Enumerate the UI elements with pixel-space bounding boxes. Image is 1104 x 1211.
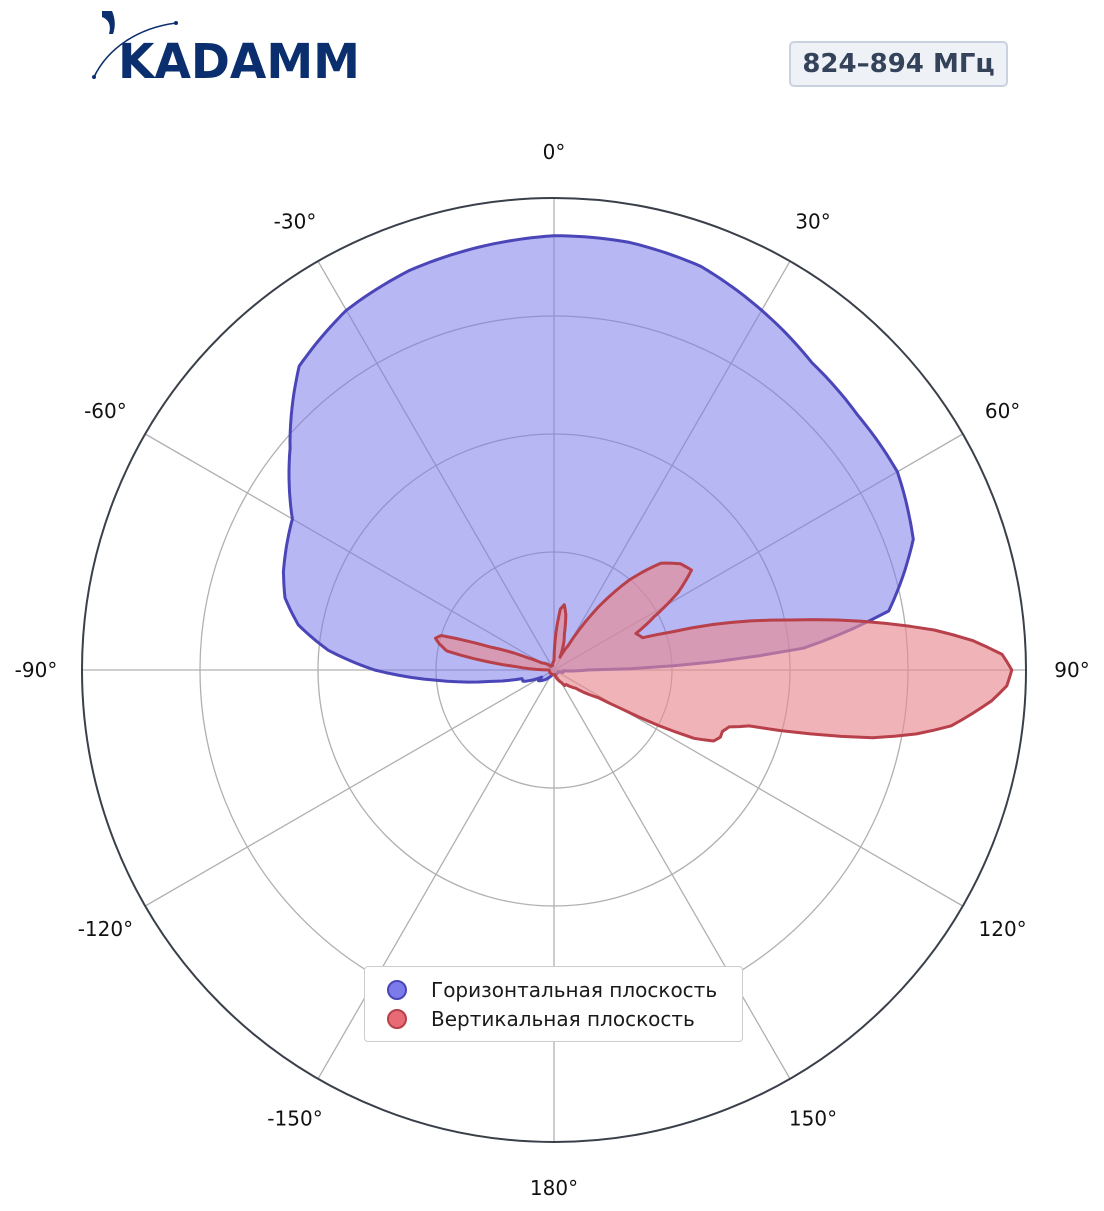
angle-tick-label: 180°	[530, 1176, 578, 1200]
angle-tick-label: 150°	[789, 1107, 837, 1131]
legend: Горизонтальная плоскость Вертикальная пл…	[364, 966, 743, 1042]
frequency-badge: 824–894 МГц	[789, 41, 1008, 87]
angle-tick-label: 60°	[985, 399, 1020, 423]
outer-ring	[81, 197, 1027, 1143]
angle-tick-label: -120°	[78, 917, 133, 941]
legend-marker-vertical	[387, 1009, 407, 1029]
logo-text: KADAMM	[118, 34, 360, 88]
grid-spoke	[317, 669, 555, 1080]
angle-tick-label: 120°	[979, 917, 1027, 941]
series-layer	[281, 234, 1014, 743]
grid-spoke	[553, 669, 791, 1080]
angle-tick-label: -90°	[15, 658, 58, 682]
angle-tick-label: 30°	[795, 209, 830, 233]
legend-item-horizontal: Горизонтальная плоскость	[387, 978, 717, 1002]
series-vertical-plane	[434, 561, 1014, 743]
angle-tick-label: -150°	[267, 1107, 322, 1131]
logo-swoosh	[93, 22, 177, 78]
angle-tick-label: 0°	[543, 140, 566, 164]
angle-tick-label: -60°	[84, 399, 127, 423]
angle-tick-label: -30°	[274, 209, 317, 233]
legend-label-vertical: Вертикальная плоскость	[431, 1007, 695, 1031]
angle-tick-label: 90°	[1054, 658, 1089, 682]
logo-mark	[102, 11, 115, 34]
legend-marker-horizontal	[387, 980, 407, 1000]
legend-item-vertical: Вертикальная плоскость	[387, 1007, 695, 1031]
kadamm-logo: KADAMM	[92, 11, 360, 88]
grid-spoke	[144, 669, 555, 907]
angle-tick-labels: 0° 30° 60° 90° 120° 150° 180° -150° -120° -90° -60…	[15, 140, 1090, 1200]
legend-label-horizontal: Горизонтальная плоскость	[431, 978, 718, 1002]
